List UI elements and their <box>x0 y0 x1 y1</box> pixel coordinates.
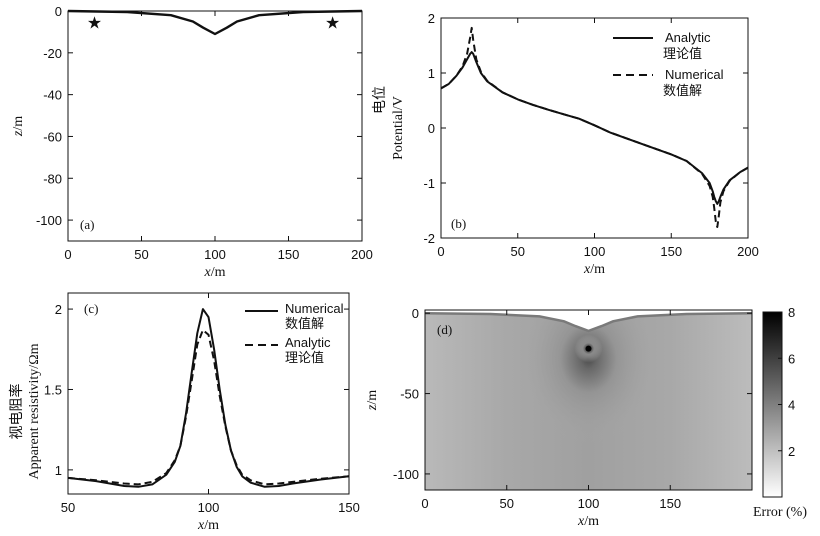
x-tick-label: 50 <box>500 496 514 511</box>
y-tick-label: -20 <box>43 46 62 61</box>
colorbar-tick-label: 4 <box>788 398 795 413</box>
x-tick-label: 50 <box>61 500 75 515</box>
y-axis-label: 视电阻率 <box>8 384 25 440</box>
x-tick-label: 100 <box>204 247 226 262</box>
y-tick-label: 1.5 <box>44 382 62 397</box>
x-tick-label: 200 <box>351 247 373 262</box>
x-tick-label: 150 <box>659 496 681 511</box>
y-tick-label: -50 <box>400 387 419 402</box>
colorbar-label: Error (%) <box>753 505 807 520</box>
x-tick-label: 100 <box>584 244 606 259</box>
panel-b: 0 50 100 150 200 2 1 0 -1 -2 x/m 电位 Potential/V Analy… <box>372 11 759 277</box>
y-tick-label: 1 <box>428 66 435 81</box>
x-axis-label: x/m <box>577 514 599 529</box>
x-axis-label: x/m <box>197 518 219 533</box>
panel-d: 0 50 100 150 0 -50 -100 x/m z/m (d) 2 4 6 8 Error (%) <box>365 305 807 529</box>
x-tick-label: 100 <box>198 500 220 515</box>
y-tick-label: -40 <box>43 88 62 103</box>
x-tick-label: 0 <box>64 247 71 262</box>
legend-label-en: Analytic <box>665 30 711 45</box>
x-tick-label: 100 <box>578 496 600 511</box>
panel-label: (d) <box>437 322 452 337</box>
legend-label-cn: 数值解 <box>285 316 324 331</box>
panel-label: (a) <box>80 217 94 232</box>
y-tick-label: 2 <box>428 11 435 26</box>
x-tick-label: 150 <box>278 247 300 262</box>
y-axis-label: Apparent resistivity/Ωm <box>27 343 42 479</box>
analytic-potential-line <box>440 51 749 205</box>
legend-label-cn: 理论值 <box>285 350 324 365</box>
legend-label-en: Analytic <box>285 335 331 350</box>
panel-label: (b) <box>451 216 466 231</box>
y-tick-label: 0 <box>428 121 435 136</box>
colorbar-tick-label: 6 <box>788 351 795 366</box>
x-tick-label: 200 <box>737 244 759 259</box>
x-axis-label: x/m <box>204 265 226 280</box>
y-tick-label: -100 <box>36 213 62 228</box>
y-tick-label: -2 <box>423 231 435 246</box>
legend-label-cn: 数值解 <box>663 83 702 98</box>
numerical-resistivity-line <box>67 308 350 488</box>
y-tick-label: -100 <box>393 467 419 482</box>
y-axis-label: z/m <box>365 390 380 411</box>
y-tick-label: 1 <box>55 463 62 478</box>
topography-outline <box>425 311 752 333</box>
x-tick-label: 150 <box>660 244 682 259</box>
y-tick-label: 2 <box>55 302 62 317</box>
y-tick-label: 0 <box>412 306 419 321</box>
x-tick-label: 0 <box>421 496 428 511</box>
y-tick-label: -60 <box>43 129 62 144</box>
y-tick-label: -80 <box>43 171 62 186</box>
panel-label: (c) <box>84 301 98 316</box>
panel-c: 50 100 150 1 1.5 2 x/m 视电阻率 Apparent resistivity… <box>8 292 360 533</box>
y-tick-label: -1 <box>423 176 435 191</box>
electrode-star-marker: ★ <box>87 13 102 32</box>
legend-label-en: Numerical <box>665 67 724 82</box>
error-field-clip <box>425 310 752 444</box>
x-axis-label: x/m <box>583 262 605 277</box>
legend-label-en: Numerical <box>285 301 344 316</box>
analytic-resistivity-line <box>67 329 350 486</box>
surface-topography-line <box>67 9 363 36</box>
y-axis-label: Potential/V <box>391 96 406 160</box>
colorbar-tick-label: 2 <box>788 444 795 459</box>
error-halo <box>518 310 659 444</box>
air-region <box>425 310 752 331</box>
electrode-star-marker: ★ <box>325 13 340 32</box>
panel-a: 0 50 100 150 200 0 -20 -40 -60 -80 -100 x/m z/m ★ ★ (a) <box>11 4 373 280</box>
y-axis-label: z/m <box>11 116 26 137</box>
x-tick-label: 0 <box>437 244 444 259</box>
x-tick-label: 150 <box>338 500 360 515</box>
error-hotspot-core <box>585 345 592 352</box>
x-tick-label: 50 <box>134 247 148 262</box>
numerical-potential-line <box>440 26 749 228</box>
legend-label-cn: 理论值 <box>663 46 702 61</box>
plot-frame <box>67 10 363 242</box>
y-axis-label: 电位 <box>372 86 388 114</box>
x-tick-label: 50 <box>511 244 525 259</box>
colorbar-tick-label: 8 <box>788 305 795 320</box>
y-tick-label: 0 <box>55 4 62 19</box>
